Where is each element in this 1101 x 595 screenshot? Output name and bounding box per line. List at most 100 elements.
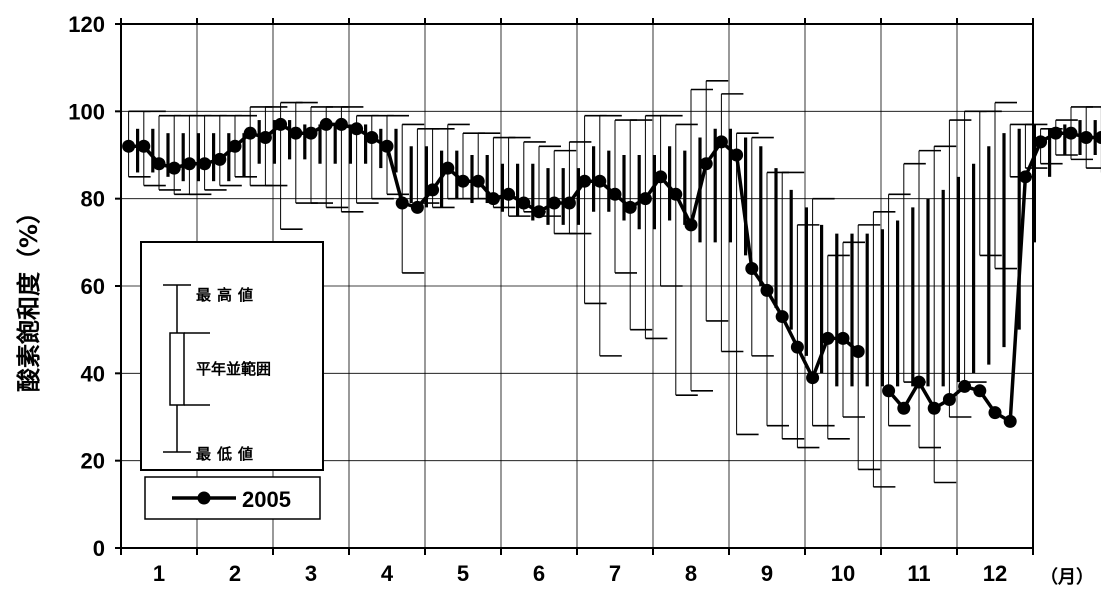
x-tick-label: 1 — [153, 561, 165, 586]
series-2005-point — [137, 139, 151, 153]
x-tick-label: 4 — [381, 561, 394, 586]
series-2005-point — [258, 131, 272, 145]
range-bar — [386, 114, 409, 196]
series-2005-point — [806, 371, 820, 385]
range-bar — [173, 114, 197, 196]
range-bar — [796, 207, 820, 449]
x-tick-label: 11 — [907, 561, 930, 586]
y-tick-label: 0 — [93, 536, 105, 561]
series-2005-point — [334, 117, 348, 131]
series-2005-point — [289, 126, 303, 140]
series-2005-point — [973, 384, 987, 398]
series-2005-point — [319, 117, 333, 131]
series-2005-point — [669, 187, 683, 201]
series-2005-point — [1049, 126, 1063, 140]
series-2005-point — [623, 200, 637, 214]
legend: 最高値 平年並範囲 最低値 2005 — [140, 241, 324, 520]
series-2005-point — [274, 117, 288, 131]
series-2005-point — [897, 401, 911, 415]
range-bar — [553, 149, 577, 235]
range-bar — [462, 132, 485, 204]
range-bar — [447, 123, 470, 200]
x-tick-label: 3 — [305, 561, 317, 586]
range-bar — [158, 114, 181, 191]
series-2005-point — [851, 345, 865, 358]
series-2005-point — [517, 196, 531, 210]
series-2005-point — [699, 157, 713, 171]
range-bar — [827, 233, 850, 440]
series-2005-point — [608, 187, 622, 201]
series-2005-point — [486, 192, 500, 206]
range-bar — [264, 106, 288, 187]
range-bar — [204, 114, 227, 191]
series-2005 — [122, 117, 1101, 428]
series-2005-point — [380, 139, 394, 153]
range-bar — [964, 110, 987, 383]
range-bar — [872, 210, 896, 488]
series-2005-point — [654, 170, 668, 184]
series-2005-point — [471, 174, 485, 188]
series-2005-point — [426, 183, 440, 197]
series-2005-point — [882, 384, 896, 398]
series-2005-point — [958, 379, 972, 393]
range-bar — [675, 123, 698, 396]
series-2005-point — [684, 218, 698, 232]
range-bar — [249, 106, 273, 187]
series-2005-point — [1034, 135, 1048, 149]
legend-max-label: 最高値 — [196, 286, 259, 304]
range-bar — [568, 141, 592, 235]
series-2005-point — [730, 148, 744, 162]
series-2005-point — [304, 126, 318, 140]
range-bar — [188, 114, 212, 196]
legend-box — [140, 241, 324, 471]
x-tick-label: 9 — [761, 561, 773, 586]
series-2005-point — [167, 161, 181, 175]
range-bar — [781, 171, 805, 440]
range-bar — [842, 233, 865, 418]
range-bar — [629, 119, 653, 331]
x-tick-label: 12 — [983, 561, 1007, 586]
series-2005-point — [395, 196, 409, 210]
series-2005-point — [927, 401, 941, 415]
series-2005-point — [502, 187, 516, 201]
series-2005-point — [1003, 414, 1017, 428]
y-tick-label: 40 — [81, 361, 105, 386]
series-2005-point — [243, 126, 257, 140]
x-axis-unit: （月） — [1040, 567, 1094, 588]
series-2005-point — [410, 200, 424, 214]
series-2005-point — [182, 157, 196, 171]
y-tick-label: 60 — [81, 274, 105, 299]
range-bar — [219, 114, 242, 187]
series-2005-point — [760, 283, 774, 297]
series-2005-point — [1094, 131, 1101, 145]
y-tick-label: 100 — [68, 99, 105, 124]
series-2005-point — [532, 205, 546, 219]
range-bar — [660, 114, 683, 287]
series-2005-point — [790, 340, 804, 354]
legend-range-label: 平年並範囲 — [196, 360, 271, 378]
range-bar — [903, 162, 926, 387]
legend-range-box — [169, 332, 185, 406]
x-tick-label: 7 — [609, 561, 621, 586]
range-bar — [933, 145, 957, 484]
range-bar — [705, 79, 729, 322]
range-bar — [918, 149, 941, 449]
x-tick-label: 5 — [457, 561, 469, 586]
series-2005-point — [198, 157, 212, 171]
range-bar — [295, 101, 318, 204]
range-bar — [994, 101, 1017, 348]
y-tick-label: 20 — [81, 449, 105, 474]
range-bar — [538, 145, 561, 225]
legend-range-glyph — [163, 284, 210, 453]
series-2005-point — [578, 174, 592, 188]
range-bar — [644, 114, 668, 340]
series-2005-point — [213, 152, 227, 166]
series-2005-point — [942, 393, 956, 407]
y-axis-label: 酸素飽和度（%） — [15, 200, 43, 392]
series-2005-point — [775, 310, 789, 324]
series-2005-point — [1018, 170, 1032, 184]
range-bar — [690, 88, 713, 392]
series-2005-point — [350, 122, 364, 136]
range-bar — [310, 106, 333, 204]
